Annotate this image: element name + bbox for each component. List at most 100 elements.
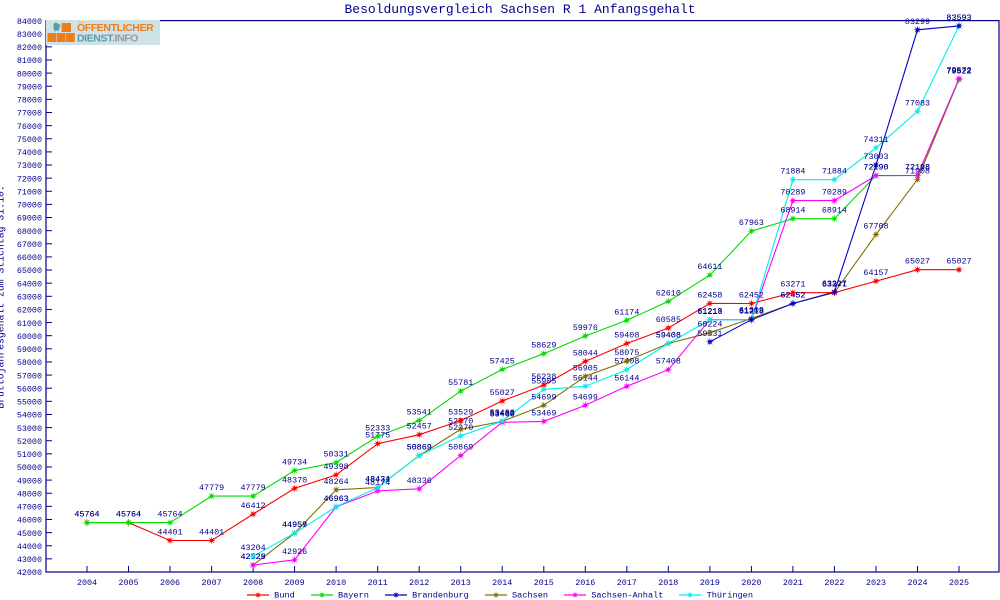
svg-text:44000: 44000 (17, 542, 42, 552)
svg-text:2013: 2013 (451, 578, 471, 588)
svg-text:2006: 2006 (160, 578, 180, 588)
svg-text:2021: 2021 (783, 578, 803, 588)
svg-text:2012: 2012 (409, 578, 429, 588)
svg-text:2010: 2010 (326, 578, 346, 588)
svg-text:73000: 73000 (17, 161, 42, 171)
svg-text:59000: 59000 (17, 345, 42, 355)
svg-text:2007: 2007 (202, 578, 222, 588)
svg-text:47779: 47779 (241, 483, 266, 493)
svg-text:58044: 58044 (573, 348, 598, 358)
svg-text:64157: 64157 (863, 268, 888, 278)
svg-text:81000: 81000 (17, 56, 42, 66)
svg-text:55781: 55781 (448, 378, 473, 388)
svg-text:46963: 46963 (324, 494, 349, 504)
svg-text:45764: 45764 (74, 510, 99, 520)
svg-text:2020: 2020 (741, 578, 761, 588)
svg-text:2014: 2014 (492, 578, 512, 588)
svg-text:50000: 50000 (17, 463, 42, 473)
svg-text:84000: 84000 (17, 17, 42, 27)
svg-text:61213: 61213 (697, 307, 722, 317)
svg-text:54699: 54699 (531, 392, 556, 402)
svg-text:78000: 78000 (17, 96, 42, 106)
svg-text:54000: 54000 (17, 411, 42, 421)
svg-text:2016: 2016 (575, 578, 595, 588)
svg-text:45764: 45764 (157, 510, 182, 520)
svg-text:77083: 77083 (905, 98, 930, 108)
svg-text:54699: 54699 (573, 392, 598, 402)
svg-text:45000: 45000 (17, 529, 42, 539)
svg-text:52333: 52333 (365, 423, 390, 433)
svg-text:68914: 68914 (822, 206, 847, 216)
svg-text:80000: 80000 (17, 69, 42, 79)
svg-text:75000: 75000 (17, 135, 42, 145)
svg-text:59976: 59976 (573, 323, 598, 333)
svg-text:68914: 68914 (780, 206, 805, 216)
svg-text:57000: 57000 (17, 371, 42, 381)
svg-text:72198: 72198 (905, 163, 930, 173)
svg-text:43204: 43204 (241, 543, 266, 553)
svg-text:50869: 50869 (407, 443, 432, 453)
svg-text:62000: 62000 (17, 306, 42, 316)
svg-text:2024: 2024 (907, 578, 927, 588)
svg-text:82000: 82000 (17, 43, 42, 53)
svg-text:71884: 71884 (780, 167, 805, 177)
svg-text:53529: 53529 (448, 408, 473, 418)
svg-text:65000: 65000 (17, 266, 42, 276)
svg-text:53541: 53541 (407, 408, 432, 418)
svg-text:2011: 2011 (368, 578, 388, 588)
svg-text:2025: 2025 (949, 578, 969, 588)
svg-text:48370: 48370 (282, 475, 307, 485)
svg-text:2009: 2009 (285, 578, 305, 588)
svg-text:79000: 79000 (17, 82, 42, 92)
svg-text:83000: 83000 (17, 30, 42, 40)
svg-text:56000: 56000 (17, 384, 42, 394)
svg-text:2004: 2004 (77, 578, 97, 588)
svg-text:64000: 64000 (17, 279, 42, 289)
svg-text:2022: 2022 (824, 578, 844, 588)
svg-text:2017: 2017 (617, 578, 637, 588)
svg-text:47000: 47000 (17, 503, 42, 513)
svg-text:55000: 55000 (17, 398, 42, 408)
svg-text:70289: 70289 (780, 188, 805, 198)
svg-text:67000: 67000 (17, 240, 42, 250)
svg-text:57425: 57425 (490, 357, 515, 367)
svg-text:58000: 58000 (17, 358, 42, 368)
svg-text:68000: 68000 (17, 227, 42, 237)
svg-text:46000: 46000 (17, 516, 42, 526)
svg-text:73003: 73003 (863, 152, 888, 162)
svg-text:61174: 61174 (614, 307, 639, 317)
svg-text:53490: 53490 (490, 408, 515, 418)
svg-text:DIENST.INFO: DIENST.INFO (77, 33, 138, 45)
svg-text:51000: 51000 (17, 450, 42, 460)
svg-text:83299: 83299 (905, 17, 930, 27)
svg-text:71884: 71884 (822, 167, 847, 177)
svg-text:45764: 45764 (116, 510, 141, 520)
svg-text:64611: 64611 (697, 262, 722, 272)
svg-text:62610: 62610 (656, 288, 681, 298)
svg-text:60000: 60000 (17, 332, 42, 342)
svg-text:56144: 56144 (614, 373, 639, 383)
svg-text:59408: 59408 (614, 331, 639, 341)
svg-text:63271: 63271 (780, 280, 805, 290)
svg-text:65027: 65027 (946, 257, 971, 267)
svg-text:70000: 70000 (17, 201, 42, 211)
svg-text:66000: 66000 (17, 253, 42, 263)
svg-text:62458: 62458 (697, 290, 722, 300)
svg-text:67963: 67963 (739, 218, 764, 228)
svg-text:46412: 46412 (241, 501, 266, 511)
svg-text:60585: 60585 (656, 315, 681, 325)
svg-text:2008: 2008 (243, 578, 263, 588)
svg-text:52000: 52000 (17, 437, 42, 447)
svg-text:58629: 58629 (531, 341, 556, 351)
svg-text:72000: 72000 (17, 174, 42, 184)
svg-text:53000: 53000 (17, 424, 42, 434)
svg-text:43000: 43000 (17, 555, 42, 565)
svg-text:63000: 63000 (17, 293, 42, 303)
svg-text:49734: 49734 (282, 458, 307, 468)
svg-text:71000: 71000 (17, 188, 42, 198)
svg-text:44959: 44959 (282, 520, 307, 530)
svg-text:2023: 2023 (866, 578, 886, 588)
svg-text:50331: 50331 (324, 450, 349, 460)
svg-text:2018: 2018 (658, 578, 678, 588)
svg-text:48431: 48431 (365, 475, 390, 485)
